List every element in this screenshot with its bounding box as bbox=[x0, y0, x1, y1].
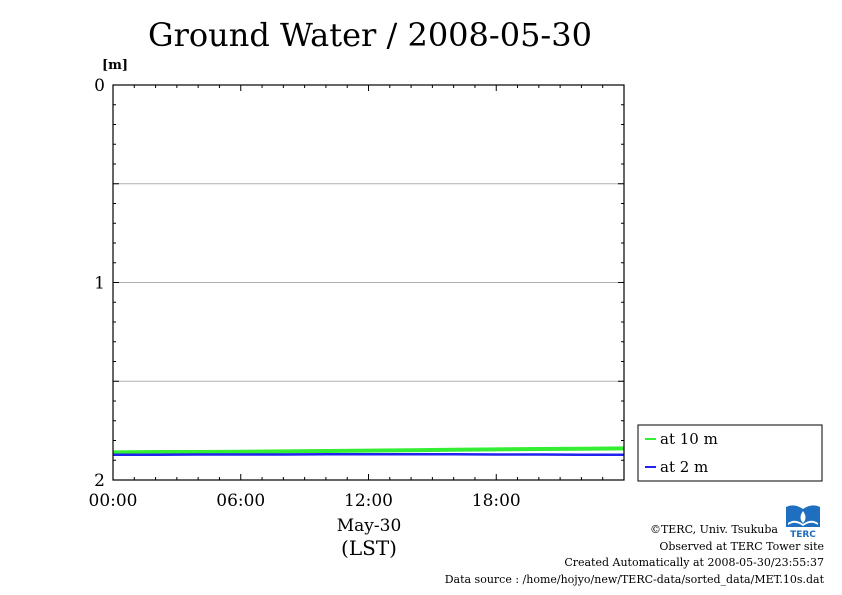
legend-label: at 2 m bbox=[660, 458, 708, 476]
footer-observed: Observed at TERC Tower site bbox=[659, 540, 824, 553]
legend-label: at 10 m bbox=[660, 430, 718, 448]
footer-created: Created Automatically at 2008-05-30/23:5… bbox=[564, 556, 824, 569]
y-tick-label: 2 bbox=[94, 471, 105, 491]
x-tick-label: 00:00 bbox=[89, 491, 138, 511]
chart-title: Ground Water / 2008-05-30 bbox=[148, 16, 592, 54]
footer-copyright: ©TERC, Univ. Tsukuba bbox=[649, 523, 778, 536]
gridlines bbox=[113, 183, 624, 382]
y-tick-label: 1 bbox=[94, 274, 105, 294]
legend: at 10 m at 2 m bbox=[637, 424, 823, 482]
x-tick-labels: 00:00 06:00 12:00 18:00 bbox=[89, 491, 521, 511]
axis-ticks bbox=[112, 84, 625, 481]
x-zone-label: (LST) bbox=[341, 536, 397, 560]
footer-source: Data source : /home/hojyo/new/TERC-data/… bbox=[444, 573, 824, 586]
y-tick-labels: 0 1 2 bbox=[94, 76, 105, 491]
legend-box bbox=[637, 424, 823, 482]
y-axis-unit: [m] bbox=[102, 58, 128, 73]
terc-logo-text: TERC bbox=[790, 530, 816, 539]
y-tick-label: 0 bbox=[94, 76, 105, 96]
x-tick-label: 12:00 bbox=[344, 491, 393, 511]
terc-logo-icon: TERC bbox=[784, 503, 822, 539]
series-lines bbox=[112, 446, 625, 456]
x-tick-label: 06:00 bbox=[216, 491, 265, 511]
series-line-1 bbox=[112, 446, 625, 455]
x-date-label: May-30 bbox=[337, 516, 402, 536]
x-tick-label: 18:00 bbox=[472, 491, 521, 511]
